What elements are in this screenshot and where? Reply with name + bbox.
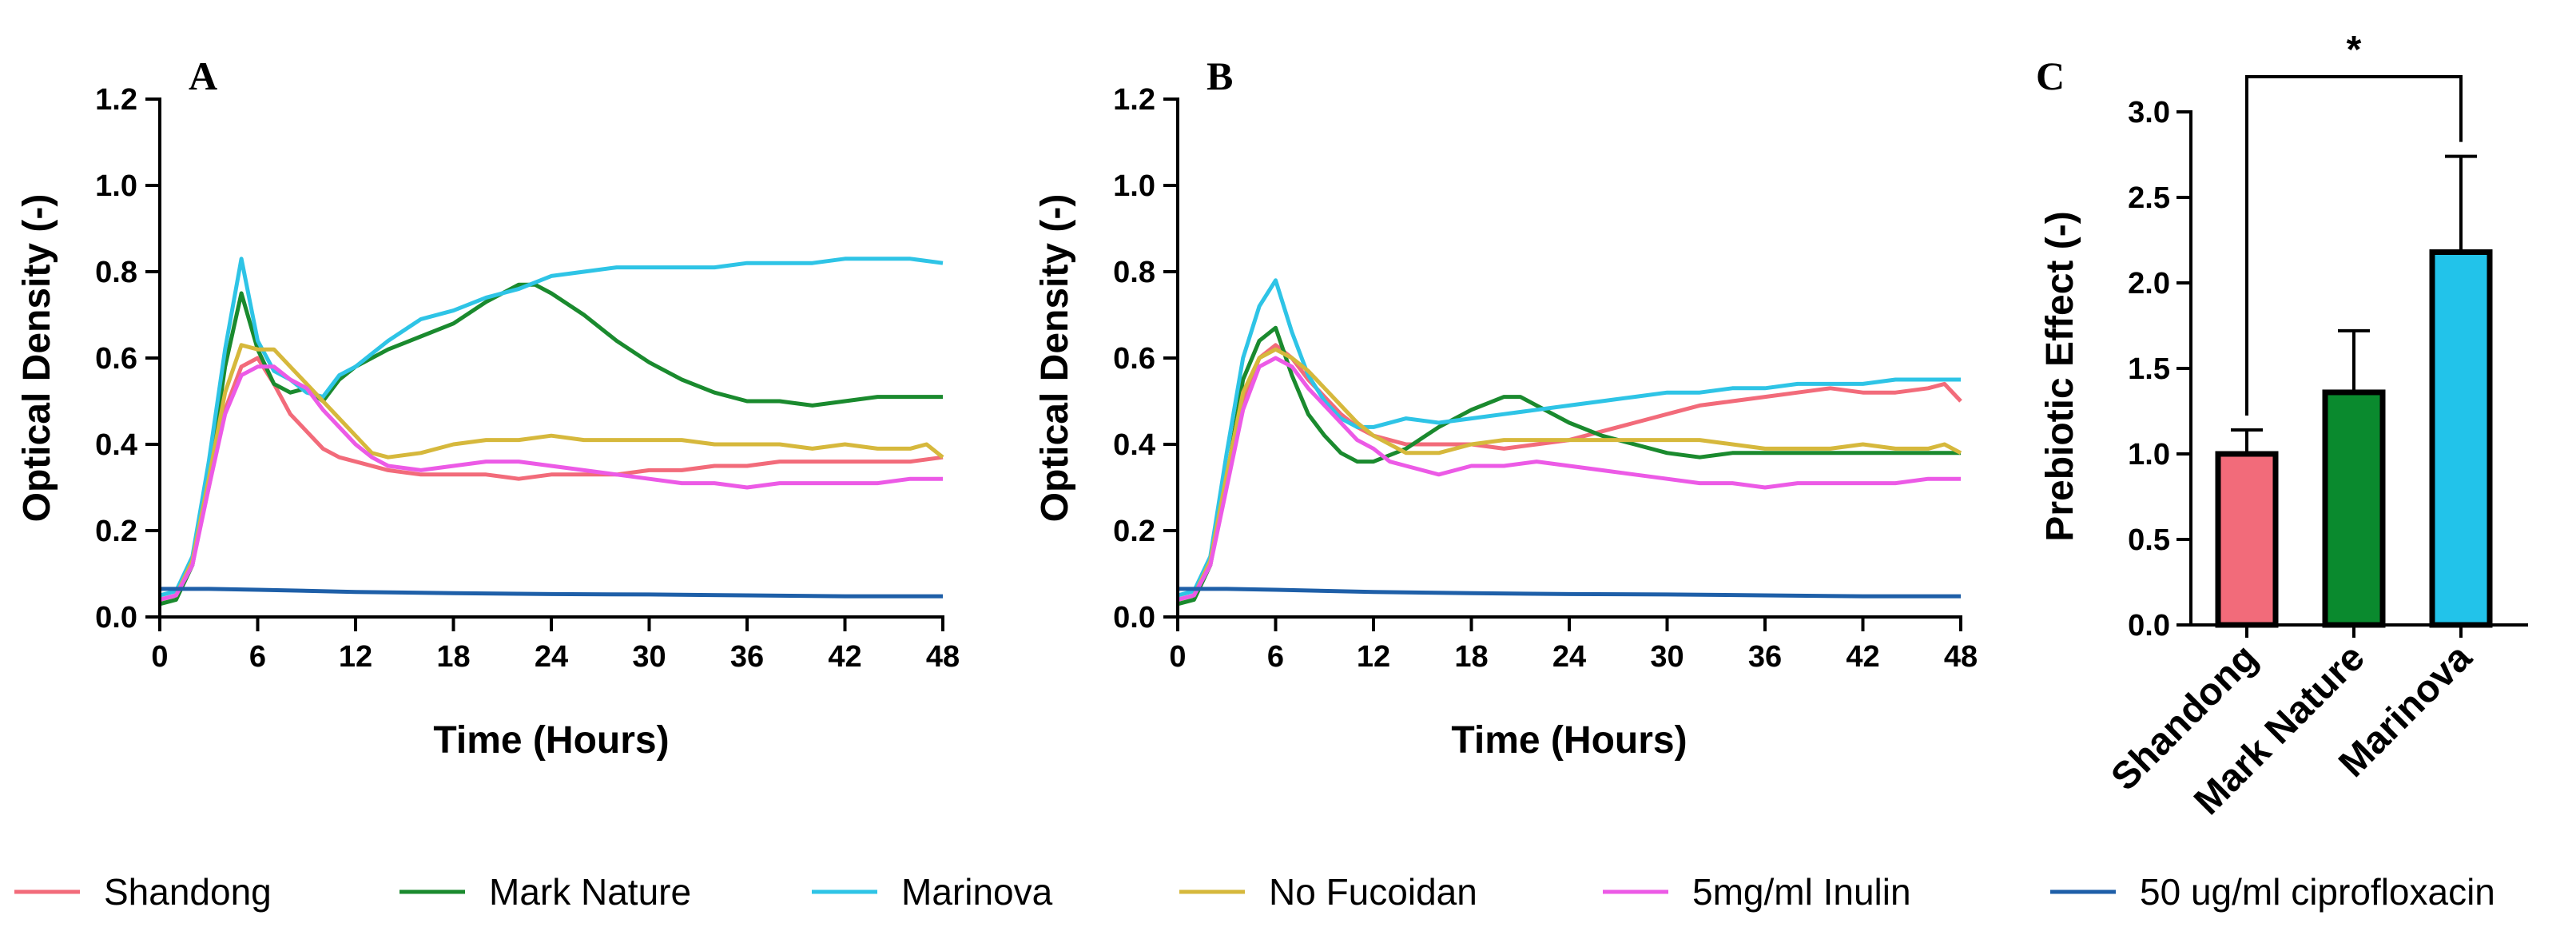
x-tick-label: 18 xyxy=(436,640,470,674)
panel-label: A xyxy=(189,54,217,98)
legend-item: 5mg/ml Inulin xyxy=(1603,871,1911,913)
y-tick-label: 0.6 xyxy=(1113,342,1155,376)
x-tick-label: 36 xyxy=(730,640,764,674)
y-tick-label: 0.4 xyxy=(1113,428,1155,462)
y-tick-label: 0.0 xyxy=(95,601,137,635)
y-tick-label: 0.6 xyxy=(95,342,137,376)
x-tick-label: 6 xyxy=(1267,640,1284,674)
panel-label: C xyxy=(2036,54,2065,98)
legend-item: Marinova xyxy=(812,871,1053,913)
panel-b: 0 6 12 18 24 30 36 42 48 0.0 0.2 0.4 0.6 0.8 1.0 1.2 Tim… xyxy=(1034,54,1978,762)
x-tick-label: 42 xyxy=(1846,640,1879,674)
legend: Shandong Mark Nature Marinova No Fucoidan 5m… xyxy=(14,871,2495,913)
legend-item: Shandong xyxy=(14,871,272,913)
x-tick-label: 48 xyxy=(926,640,960,674)
x-tick-label: 0 xyxy=(151,640,168,674)
significance-bracket xyxy=(2245,75,2463,416)
legend-label: 50 ug/ml ciprofloxacin xyxy=(2140,871,2495,913)
y-tick-label: 1.0 xyxy=(2128,438,2170,472)
bar-shandong xyxy=(2215,451,2279,628)
bar-mark-nature xyxy=(2322,389,2386,628)
x-tick-label: 6 xyxy=(249,640,266,674)
x-tick-label: 24 xyxy=(1552,640,1586,674)
series-line-no-fucoidan xyxy=(159,343,944,602)
x-tick-label: 12 xyxy=(339,640,372,674)
y-axis-title: Optical Density (-) xyxy=(16,194,58,523)
series-line-5mg-ml-inulin xyxy=(1177,356,1961,602)
y-tick-label: 0.0 xyxy=(2128,609,2170,643)
series-line-5mg-ml-inulin xyxy=(159,364,943,602)
y-tick-label: 0.4 xyxy=(95,428,137,462)
panel-label: B xyxy=(1207,54,1233,98)
y-tick-label: 1.2 xyxy=(95,83,137,117)
series-line-mark-nature xyxy=(159,282,943,607)
y-tick-label: 0.8 xyxy=(95,256,137,289)
series-line-50-ug-ml-ciprofloxacin xyxy=(1178,587,1961,599)
panel-a: 0 6 12 18 24 30 36 42 48 0.0 0.2 0.4 0.6 0.8 1.0 1.2 Tim… xyxy=(16,54,960,762)
legend-label: Mark Nature xyxy=(489,871,691,913)
y-axis-title: Optical Density (-) xyxy=(1034,194,1076,523)
y-tick-label: 0.2 xyxy=(1113,515,1155,548)
x-tick-label: 18 xyxy=(1454,640,1488,674)
y-tick-label: 3.0 xyxy=(2128,96,2170,129)
series-line-no-fucoidan xyxy=(1177,347,1962,602)
y-tick-label: 1.0 xyxy=(1113,169,1155,203)
x-tick-label: 24 xyxy=(535,640,568,674)
y-tick-label: 0.8 xyxy=(1113,256,1155,289)
series-line-mark-nature xyxy=(1177,325,1961,607)
x-tick-label: 12 xyxy=(1357,640,1390,674)
significance-star: * xyxy=(2347,29,2362,71)
legend-label: No Fucoidan xyxy=(1269,871,1477,913)
series-line-marinova xyxy=(1177,278,1961,598)
x-axis-title: Time (Hours) xyxy=(1451,719,1687,762)
legend-item: No Fucoidan xyxy=(1179,871,1477,913)
y-tick-label: 0.0 xyxy=(1113,601,1155,635)
y-axis-title: Prebiotic Effect (-) xyxy=(2039,211,2081,541)
x-tick-label: 30 xyxy=(632,640,666,674)
y-tick-label: 1.5 xyxy=(2128,352,2170,386)
y-tick-label: 0.5 xyxy=(2128,523,2170,557)
series-line-marinova xyxy=(159,257,944,598)
y-tick-label: 1.0 xyxy=(95,169,137,203)
x-tick-label: 42 xyxy=(828,640,861,674)
x-tick-label: 48 xyxy=(1944,640,1978,674)
y-tick-label: 1.2 xyxy=(1113,83,1155,117)
legend-item: 50 ug/ml ciprofloxacin xyxy=(2050,871,2495,913)
x-tick-label: 30 xyxy=(1650,640,1684,674)
y-tick-label: 2.0 xyxy=(2128,267,2170,300)
legend-label: 5mg/ml Inulin xyxy=(1692,871,1911,913)
x-tick-label: 0 xyxy=(1169,640,1186,674)
y-tick-label: 2.5 xyxy=(2128,181,2170,215)
series-line-shandong xyxy=(159,356,944,602)
legend-item: Mark Nature xyxy=(400,871,691,913)
x-axis-title: Time (Hours) xyxy=(433,719,669,762)
series-line-50-ug-ml-ciprofloxacin xyxy=(160,587,943,599)
x-tick-label: 36 xyxy=(1748,640,1782,674)
bar-marinova xyxy=(2429,249,2493,628)
y-tick-label: 0.2 xyxy=(95,515,137,548)
legend-label: Marinova xyxy=(901,871,1053,913)
legend-label: Shandong xyxy=(104,871,272,913)
